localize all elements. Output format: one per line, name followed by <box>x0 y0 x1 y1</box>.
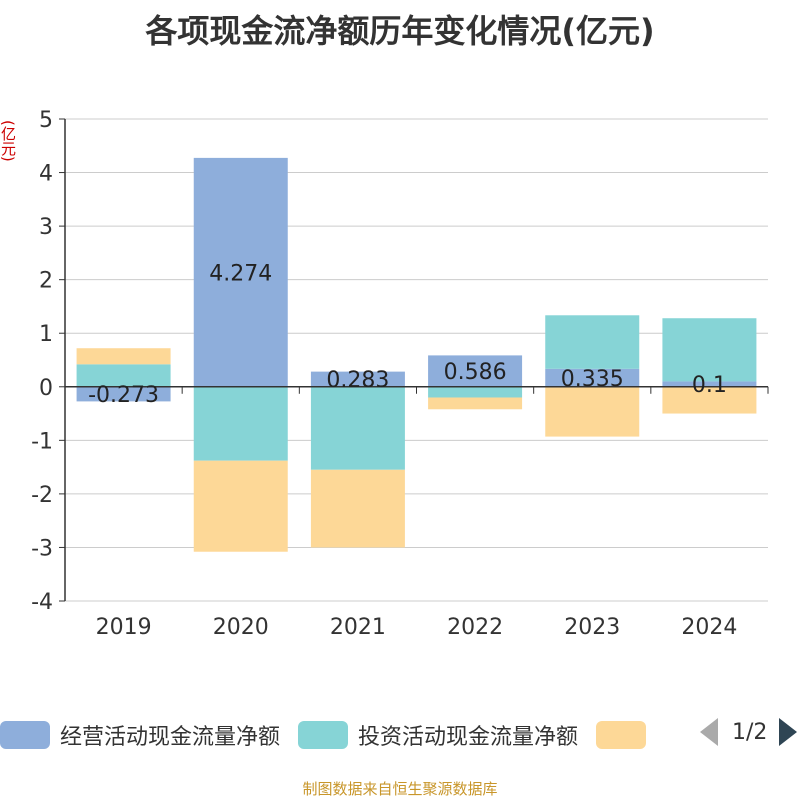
data-label: -0.273 <box>88 383 159 408</box>
chart-title: 各项现金流净额历年变化情况(亿元) <box>145 12 655 50</box>
data-label: 0.586 <box>444 360 507 385</box>
y-tick-label: 0 <box>39 376 53 401</box>
bar-series2-2021 <box>310 469 405 548</box>
y-tick-label: -1 <box>31 429 53 454</box>
y-tick-label: 4 <box>39 162 53 187</box>
bar-series2-2019 <box>76 348 171 365</box>
legend-page-indicator: 1/2 <box>732 719 768 745</box>
bar-series1-2021 <box>310 386 405 470</box>
data-label: 0.335 <box>561 367 624 392</box>
legend-pager: 1/2 <box>700 718 798 746</box>
y-tick-label: 5 <box>39 108 53 133</box>
bar-series1-2020 <box>193 386 288 461</box>
bar-series2-2023 <box>545 386 640 437</box>
x-tick-label: 2020 <box>213 615 269 640</box>
legend-swatch-operating <box>0 721 50 749</box>
y-tick-label: 1 <box>39 322 53 347</box>
legend-prev-arrow-icon[interactable] <box>700 718 718 746</box>
y-tick-label: -4 <box>31 590 53 615</box>
bar-series1-2023 <box>545 315 640 369</box>
bar-series2-2022 <box>428 397 523 410</box>
legend-label-investing: 投资活动现金流量净额 <box>358 725 579 750</box>
y-axis-unit: (亿元) <box>0 120 17 162</box>
x-tick-label: 2022 <box>447 615 503 640</box>
legend-swatch-financing <box>596 721 647 749</box>
chart-canvas: 5 4 3 2 1 0 -1 -2 -3 -4 -0.273 4.274 0.283 0.586 0.335… <box>31 108 769 640</box>
y-tick-label: -2 <box>31 483 53 508</box>
legend-swatch-investing <box>298 721 349 749</box>
bar-series2-2020 <box>193 460 288 552</box>
x-tick-label: 2019 <box>96 615 152 640</box>
data-source-note: 制图数据来自恒生聚源数据库 <box>302 780 498 798</box>
x-tick-label: 2021 <box>330 615 386 640</box>
bar-series1-2024 <box>662 318 757 382</box>
legend-next-arrow-icon[interactable] <box>779 718 798 746</box>
y-tick-label: 2 <box>39 269 53 294</box>
y-tick-label: 3 <box>39 215 53 240</box>
bar-series0-2019 <box>76 386 171 402</box>
bar-series0-2021 <box>310 371 405 387</box>
x-tick-label: 2024 <box>681 615 737 640</box>
legend-item-financing[interactable] <box>596 721 656 749</box>
data-label: 0.283 <box>326 368 389 393</box>
y-tick-label: -3 <box>31 536 53 561</box>
data-label: 4.274 <box>209 261 272 286</box>
bar-series2-2024 <box>662 386 757 414</box>
bar-series0-2022 <box>428 355 523 387</box>
bar-series0-2024 <box>662 381 757 387</box>
legend-item-investing[interactable]: 投资活动现金流量净额 <box>298 719 578 751</box>
legend-item-operating[interactable]: 经营活动现金流量净额 <box>0 719 280 751</box>
bar-series1-2022 <box>428 386 523 398</box>
bar-series0-2023 <box>545 368 640 387</box>
legend-label-operating: 经营活动现金流量净额 <box>60 725 281 750</box>
x-tick-label: 2023 <box>564 615 620 640</box>
bar-series0-2020 <box>193 157 288 387</box>
bar-series1-2019 <box>76 364 171 387</box>
data-label: 0.1 <box>692 373 727 398</box>
legend: 经营活动现金流量净额 投资活动现金流量净额 <box>0 715 674 755</box>
